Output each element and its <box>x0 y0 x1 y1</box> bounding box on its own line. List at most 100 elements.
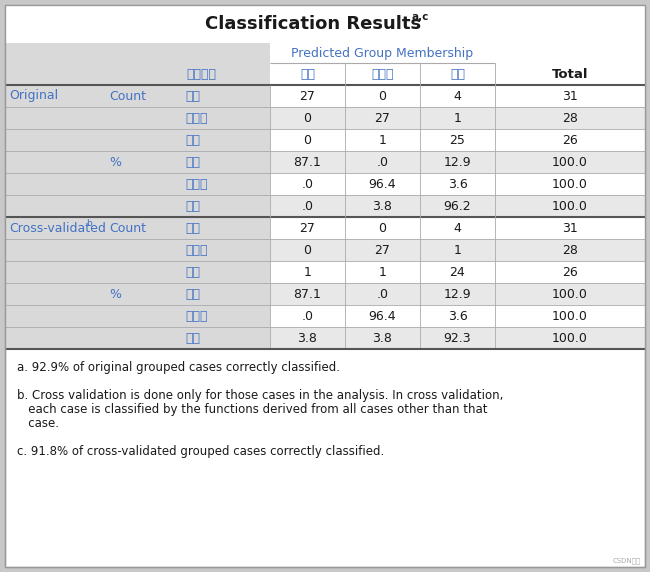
Text: Cross-validated: Cross-validated <box>9 221 106 235</box>
Text: .0: .0 <box>302 309 313 323</box>
Text: .0: .0 <box>302 177 313 190</box>
Bar <box>270 43 645 85</box>
Text: 96.2: 96.2 <box>444 200 471 213</box>
Text: 100.0: 100.0 <box>552 156 588 169</box>
Text: 27: 27 <box>300 221 315 235</box>
Bar <box>5 151 270 173</box>
Text: 31: 31 <box>562 89 578 102</box>
Bar <box>5 239 270 261</box>
Text: a,c: a,c <box>411 12 428 22</box>
Text: Predicted Group Membership: Predicted Group Membership <box>291 46 474 59</box>
Text: 27: 27 <box>300 89 315 102</box>
Bar <box>5 107 270 129</box>
Bar <box>5 217 270 239</box>
Text: %: % <box>109 288 121 300</box>
Bar <box>5 85 645 107</box>
Text: 待定: 待定 <box>185 332 200 344</box>
Text: 录取: 录取 <box>185 89 200 102</box>
Bar <box>5 283 270 305</box>
Text: 0: 0 <box>378 221 387 235</box>
Bar <box>5 85 270 107</box>
Text: 1: 1 <box>378 133 387 146</box>
Text: .0: .0 <box>376 156 389 169</box>
Text: 92.3: 92.3 <box>444 332 471 344</box>
Bar <box>5 305 645 327</box>
Text: 不录取: 不录取 <box>185 112 207 125</box>
Text: 24: 24 <box>450 265 465 279</box>
Text: 87.1: 87.1 <box>294 288 322 300</box>
Bar <box>5 173 270 195</box>
Text: 100.0: 100.0 <box>552 288 588 300</box>
Text: 录取: 录取 <box>300 67 315 81</box>
Text: 12.9: 12.9 <box>444 156 471 169</box>
Bar <box>5 129 645 151</box>
Text: 1: 1 <box>378 265 387 279</box>
Text: 26: 26 <box>562 265 578 279</box>
Text: 不录取: 不录取 <box>185 244 207 256</box>
Text: Count: Count <box>109 221 146 235</box>
Text: 0: 0 <box>304 133 311 146</box>
Text: %: % <box>109 156 121 169</box>
Bar <box>5 327 645 349</box>
Text: 1: 1 <box>454 244 462 256</box>
Text: 3.8: 3.8 <box>298 332 317 344</box>
Text: CSDN博客: CSDN博客 <box>613 557 641 564</box>
Bar <box>5 327 270 349</box>
Text: 1: 1 <box>304 265 311 279</box>
Bar <box>5 129 270 151</box>
Text: 录取: 录取 <box>185 156 200 169</box>
Text: Classification Results: Classification Results <box>205 15 421 33</box>
Text: 12.9: 12.9 <box>444 288 471 300</box>
Text: each case is classified by the functions derived from all cases other than that: each case is classified by the functions… <box>17 403 487 416</box>
Text: 4: 4 <box>454 221 462 235</box>
Text: 4: 4 <box>454 89 462 102</box>
Text: 不录取: 不录取 <box>185 177 207 190</box>
Text: b: b <box>86 219 92 228</box>
Text: Original: Original <box>9 89 58 102</box>
Text: 27: 27 <box>374 112 391 125</box>
Text: 31: 31 <box>562 221 578 235</box>
Text: 1: 1 <box>454 112 462 125</box>
Text: 0: 0 <box>378 89 387 102</box>
Text: 96.4: 96.4 <box>369 309 396 323</box>
Bar <box>5 261 270 283</box>
Text: .0: .0 <box>376 288 389 300</box>
Text: 0: 0 <box>304 112 311 125</box>
Text: 待定: 待定 <box>450 67 465 81</box>
Text: 3.8: 3.8 <box>372 332 393 344</box>
Bar <box>5 5 645 43</box>
Text: 3.6: 3.6 <box>448 177 467 190</box>
Bar <box>5 195 270 217</box>
Text: b. Cross validation is done only for those cases in the analysis. In cross valid: b. Cross validation is done only for tho… <box>17 389 503 402</box>
Text: 26: 26 <box>562 133 578 146</box>
Text: 100.0: 100.0 <box>552 332 588 344</box>
Bar <box>5 43 270 85</box>
Text: 96.4: 96.4 <box>369 177 396 190</box>
Text: case.: case. <box>17 417 59 430</box>
Text: 28: 28 <box>562 244 578 256</box>
Bar <box>5 217 645 239</box>
Bar <box>5 283 645 305</box>
Text: 28: 28 <box>562 112 578 125</box>
Text: 100.0: 100.0 <box>552 177 588 190</box>
Text: 待定: 待定 <box>185 265 200 279</box>
Text: Total: Total <box>552 67 588 81</box>
Bar <box>5 173 645 195</box>
Text: 录取: 录取 <box>185 221 200 235</box>
Text: 100.0: 100.0 <box>552 200 588 213</box>
Bar <box>5 151 645 173</box>
Text: 0: 0 <box>304 244 311 256</box>
Text: 待定: 待定 <box>185 200 200 213</box>
Bar <box>5 239 645 261</box>
Text: c. 91.8% of cross-validated grouped cases correctly classified.: c. 91.8% of cross-validated grouped case… <box>17 445 384 458</box>
Bar <box>5 107 645 129</box>
Text: .0: .0 <box>302 200 313 213</box>
Text: 待定: 待定 <box>185 133 200 146</box>
Text: 100.0: 100.0 <box>552 309 588 323</box>
Text: 25: 25 <box>450 133 465 146</box>
Text: Count: Count <box>109 89 146 102</box>
Bar <box>5 261 645 283</box>
Text: 27: 27 <box>374 244 391 256</box>
Text: 87.1: 87.1 <box>294 156 322 169</box>
Text: 不录取: 不录取 <box>371 67 394 81</box>
